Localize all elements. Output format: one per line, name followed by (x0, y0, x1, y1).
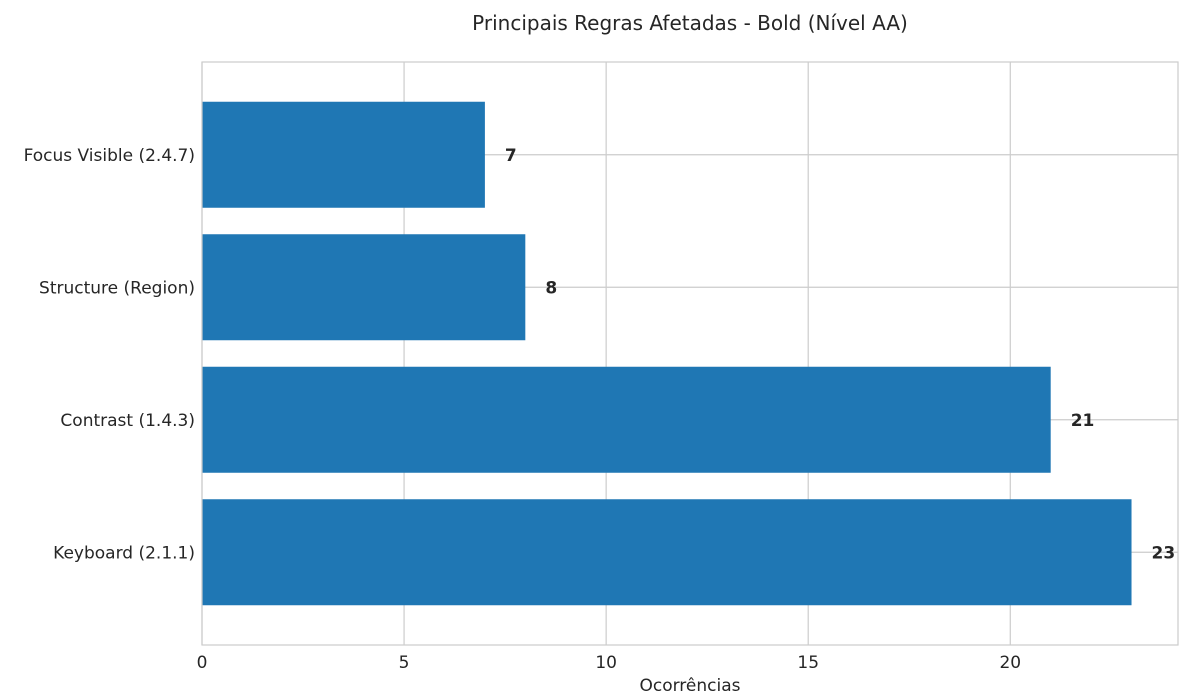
y-axis-tick-labels: Keyboard (2.1.1) Contrast (1.4.3) Structur… (24, 146, 195, 564)
x-tick-label: 5 (399, 653, 410, 673)
x-tick-label: 20 (999, 653, 1021, 673)
value-labels: 23 21 8 7 (505, 146, 1175, 564)
plot-frame (201, 61, 1179, 646)
bar-value-label: 7 (505, 146, 517, 166)
bar (202, 101, 485, 208)
bar-value-label: 23 (1152, 543, 1176, 563)
y-tick-label: Contrast (1.4.3) (60, 411, 195, 431)
x-axis-label: Ocorrências (639, 676, 740, 696)
y-tick-label: Structure (Region) (39, 278, 195, 298)
bars (202, 101, 1132, 606)
x-axis-tick-labels: 0 5 10 15 20 (197, 653, 1022, 673)
bar (202, 499, 1132, 606)
y-tick-label: Focus Visible (2.4.7) (24, 146, 195, 166)
y-tick-label: Keyboard (2.1.1) (53, 543, 195, 563)
bar-value-label: 8 (545, 278, 557, 298)
x-tick-label: 10 (595, 653, 617, 673)
bar-value-label: 21 (1071, 411, 1095, 431)
x-tick-label: 15 (797, 653, 819, 673)
bar (202, 234, 526, 341)
x-tick-label: 0 (197, 653, 208, 673)
chart-title: Principais Regras Afetadas - Bold (Nível… (472, 11, 908, 35)
bar (202, 366, 1051, 473)
